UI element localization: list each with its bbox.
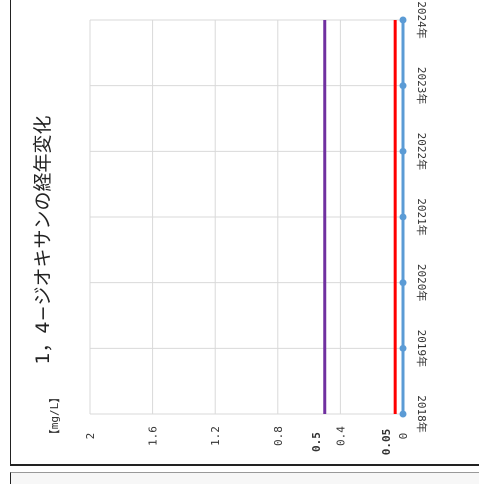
reference-lines xyxy=(323,20,397,414)
category-label: 2021年 xyxy=(415,198,429,236)
grid xyxy=(89,19,404,415)
data-point xyxy=(399,344,407,352)
chart-frame xyxy=(10,0,479,466)
series xyxy=(399,16,407,418)
data-point xyxy=(399,410,407,418)
category-labels: 2018年 2019年 2020年 2021年 2022年 2023年 2024年 xyxy=(415,1,429,433)
category-label: 2023年 xyxy=(415,67,429,105)
data-point xyxy=(399,213,407,221)
category-label: 2024年 xyxy=(415,1,429,39)
value-tick-label: 0.8 xyxy=(272,426,285,446)
value-tick-label: 0.4 xyxy=(334,426,347,446)
reference-line-label: 0.5 xyxy=(310,432,323,452)
value-tick-label: 1.6 xyxy=(147,426,160,446)
category-label: 2018年 xyxy=(415,395,429,433)
value-ticks: 2 1.6 1.2 0.8 0.4 0 0.5 0.05 xyxy=(84,426,410,456)
data-point xyxy=(399,16,407,24)
category-label: 2020年 xyxy=(415,264,429,302)
bottom-strip xyxy=(10,472,479,484)
value-tick-label: 2 xyxy=(84,433,97,440)
value-tick-label: 1.2 xyxy=(209,426,222,446)
reference-line-label: 0.05 xyxy=(380,429,393,456)
chart-title: 1，4−ジオキサンの経年変化 xyxy=(32,115,54,364)
data-point xyxy=(399,279,407,287)
data-point xyxy=(399,147,407,155)
value-tick-label: 0 xyxy=(397,433,410,440)
category-label: 2022年 xyxy=(415,133,429,171)
data-point xyxy=(399,82,407,90)
unit-label: 【mg/L】 xyxy=(48,392,61,441)
category-label: 2019年 xyxy=(415,330,429,368)
